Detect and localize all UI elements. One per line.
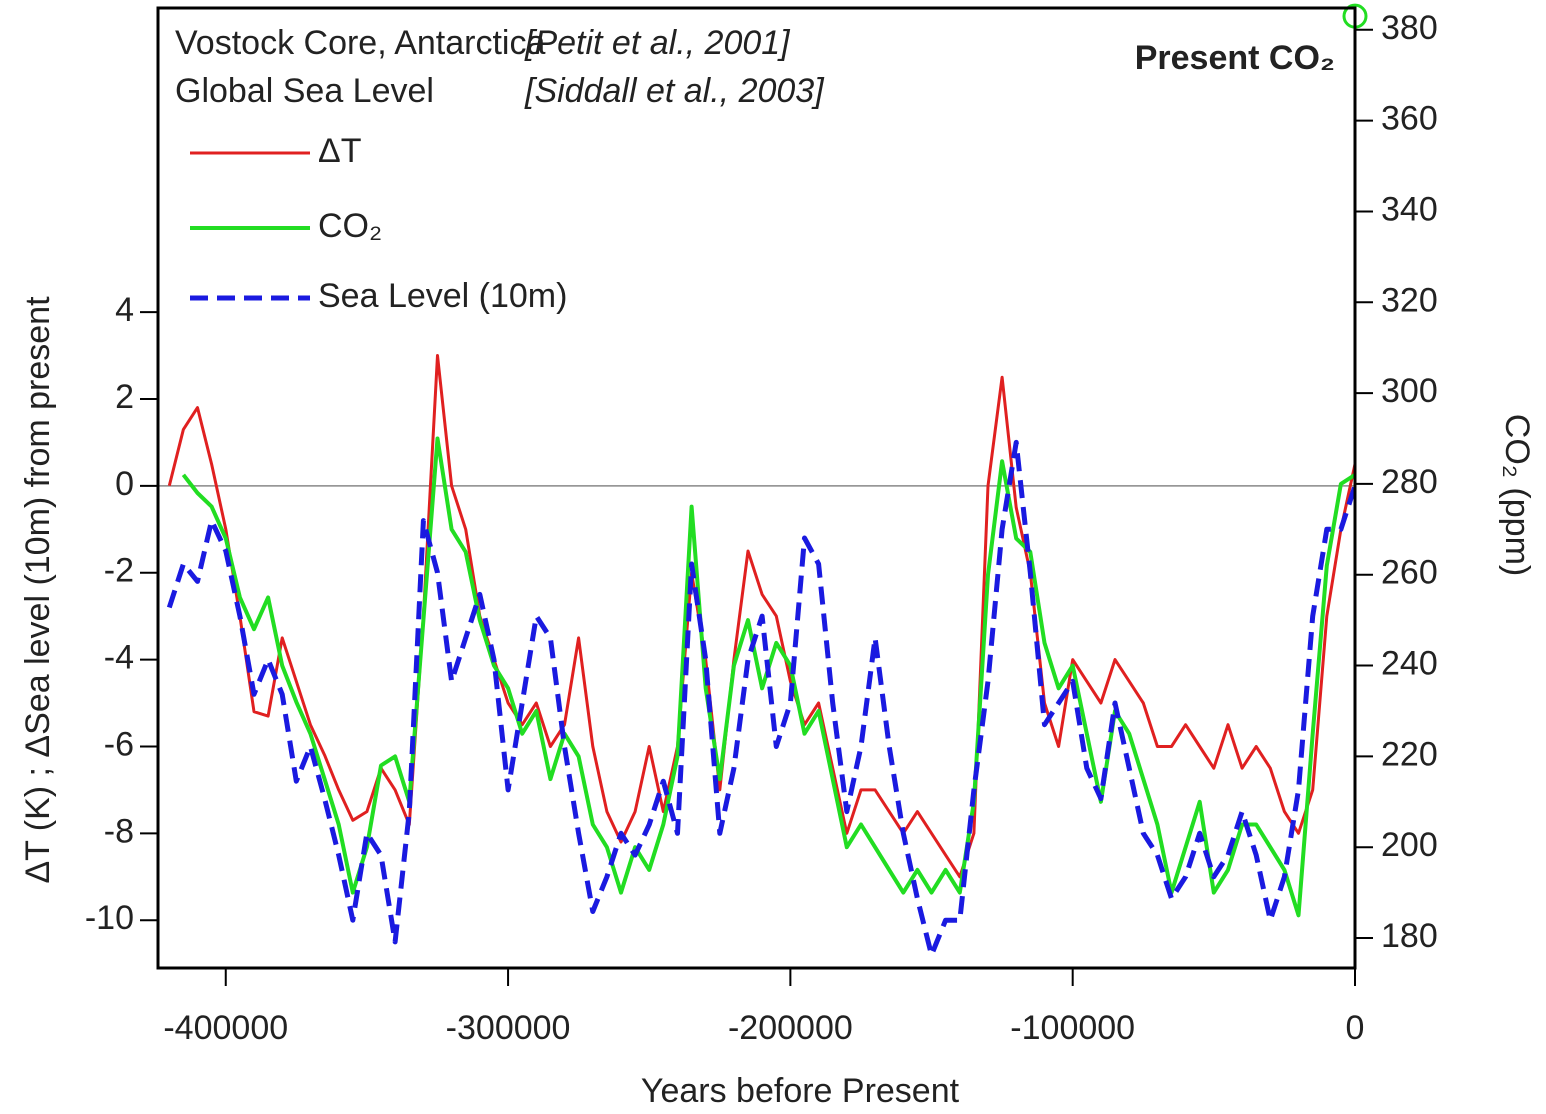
y-tick-label: -10 bbox=[85, 899, 134, 937]
x-tick-label: -200000 bbox=[728, 1009, 853, 1047]
y-tick-label: 2 bbox=[115, 378, 134, 416]
y2-tick-label: 260 bbox=[1381, 554, 1438, 592]
annotation: Vostock Core, Antarctica bbox=[175, 24, 545, 62]
y-tick-label: -8 bbox=[104, 812, 134, 850]
y2-tick-label: 320 bbox=[1381, 281, 1438, 319]
present-co2-label: Present CO₂ bbox=[1135, 39, 1335, 77]
x-tick-label: -300000 bbox=[446, 1009, 571, 1047]
legend-label: Sea Level (10m) bbox=[318, 277, 567, 315]
data-line bbox=[166, 439, 1355, 958]
y2-tick-label: 280 bbox=[1381, 463, 1438, 501]
x-tick-label: 0 bbox=[1346, 1009, 1365, 1047]
plot-frame bbox=[156, 6, 1357, 970]
y-tick-label: -4 bbox=[104, 639, 134, 677]
y2-tick-label: 240 bbox=[1381, 645, 1438, 683]
y2-axis-title: CO₂ (ppm) bbox=[1498, 414, 1536, 576]
y2-tick-label: 300 bbox=[1381, 372, 1438, 410]
annotation: Global Sea Level bbox=[175, 72, 434, 110]
y2-tick-label: 380 bbox=[1381, 9, 1438, 47]
y-axis-title: ΔT (K) ; ΔSea level (10m) from present bbox=[19, 296, 57, 884]
y2-tick-label: 200 bbox=[1381, 826, 1438, 864]
annotation: [Petit et al., 2001] bbox=[524, 24, 791, 62]
y2-tick-label: 180 bbox=[1381, 917, 1438, 955]
data-line bbox=[167, 354, 1355, 879]
y-tick-label: -6 bbox=[104, 725, 134, 763]
legend-label: CO₂ bbox=[318, 207, 382, 245]
legend-label: ΔT bbox=[318, 132, 361, 170]
annotation: [Siddall et al., 2003] bbox=[524, 72, 825, 110]
y2-tick-label: 360 bbox=[1381, 100, 1438, 138]
y-tick-label: 0 bbox=[115, 465, 134, 503]
x-axis-title: Years before Present bbox=[641, 1072, 960, 1110]
y-tick-label: -2 bbox=[104, 552, 134, 590]
x-tick-label: -100000 bbox=[1010, 1009, 1135, 1047]
y2-tick-label: 220 bbox=[1381, 735, 1438, 773]
y2-tick-label: 340 bbox=[1381, 190, 1438, 228]
y-tick-label: 4 bbox=[115, 291, 134, 329]
x-tick-label: -400000 bbox=[163, 1009, 288, 1047]
